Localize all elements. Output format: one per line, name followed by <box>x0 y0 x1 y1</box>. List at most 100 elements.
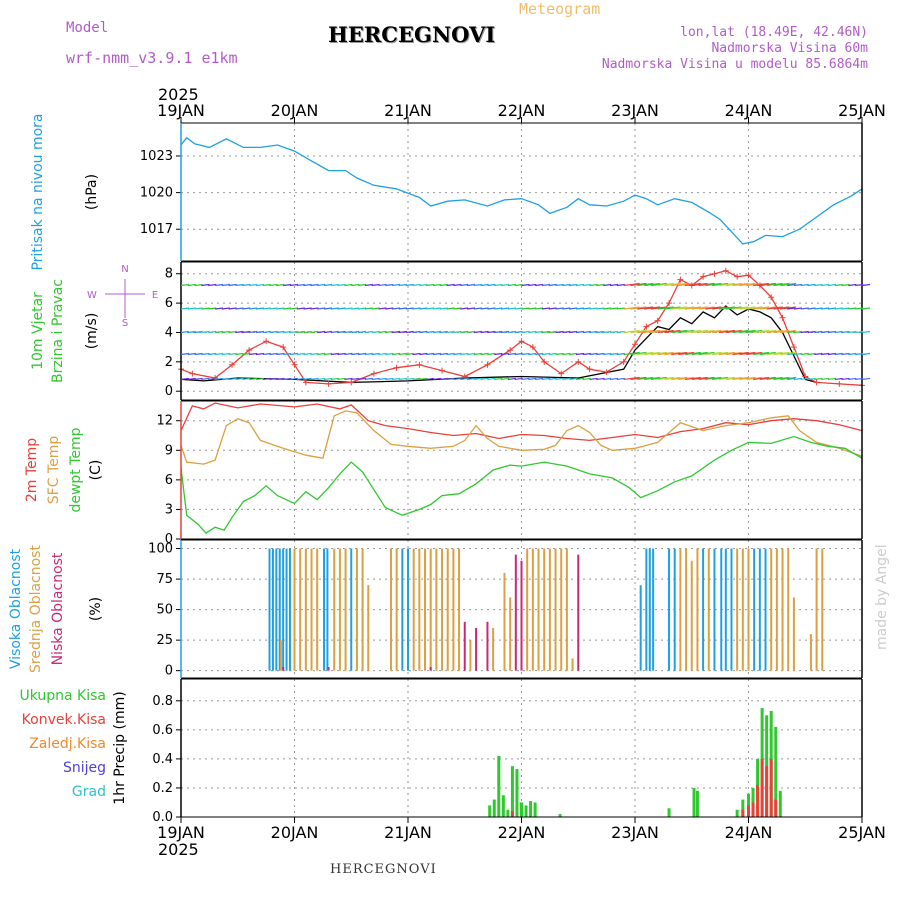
wind-arrow <box>242 307 251 310</box>
gust-marker <box>291 361 298 368</box>
wind-arrow <box>684 351 702 356</box>
bar <box>690 560 693 671</box>
wind-arrow <box>194 307 203 310</box>
bar <box>560 548 563 671</box>
wind-arrow <box>821 377 830 381</box>
gust-marker <box>370 370 377 377</box>
bar <box>571 658 574 671</box>
wind-arrow <box>698 282 715 287</box>
wind-arrow <box>657 376 674 381</box>
wind-arrow <box>255 330 264 334</box>
wind-arrow <box>562 283 571 287</box>
wind-arrow <box>371 283 380 287</box>
wind-arrow <box>732 376 749 381</box>
bar <box>488 805 492 817</box>
wind-arrow <box>187 352 196 356</box>
wind-arrow <box>712 329 729 334</box>
bar <box>285 548 288 671</box>
bar <box>333 548 336 671</box>
wind-arrow <box>378 307 387 310</box>
wind-arrow <box>759 351 776 356</box>
wind-arrow <box>766 329 783 334</box>
wind-arrow <box>317 307 326 310</box>
wind-arrow <box>569 283 578 287</box>
bar <box>429 667 432 671</box>
wind-arrow <box>746 282 763 287</box>
wind-arrow <box>385 352 394 356</box>
gust-marker <box>393 364 400 371</box>
wind-arrow <box>323 330 333 334</box>
wind-arrow <box>616 352 625 356</box>
y-tick-label: 0 <box>165 532 173 547</box>
wind-arrow <box>255 283 264 287</box>
wind-arrow <box>344 307 353 310</box>
wind-arrow <box>596 330 605 334</box>
bar <box>520 560 523 671</box>
wind-arrow <box>323 377 333 381</box>
wind-arrow <box>766 376 783 381</box>
wind-arrow <box>582 377 591 381</box>
gust-marker <box>632 341 638 348</box>
wind-arrow <box>521 307 530 310</box>
bar <box>747 805 750 817</box>
wind-arrow <box>262 352 271 356</box>
wind-arrow <box>623 329 640 334</box>
bar <box>774 726 778 817</box>
wind-arrow <box>507 330 516 334</box>
ylabel-temp-2: dewpt Temp <box>68 427 84 512</box>
y-tick-label: 50 <box>156 603 173 618</box>
bar <box>741 799 745 817</box>
bar <box>645 548 648 671</box>
wind-arrow <box>630 306 647 310</box>
bar <box>720 548 723 671</box>
wind-arrow <box>732 306 749 310</box>
wind-arrow <box>432 377 442 381</box>
bar <box>275 548 278 671</box>
wind-arrow <box>500 283 510 287</box>
wind-arrow <box>419 330 428 334</box>
wind-arrow <box>575 330 585 334</box>
wind-arrow <box>630 376 647 381</box>
bar <box>736 548 739 671</box>
wind-arrow <box>718 282 736 287</box>
wind-arrow <box>684 329 702 334</box>
gust-marker <box>813 379 820 386</box>
wind-arrow <box>650 306 667 310</box>
wind-arrow <box>644 306 661 310</box>
wind-arrow <box>821 330 830 334</box>
wind-arrow <box>235 352 244 356</box>
wind-arrow <box>834 283 843 287</box>
wind-arrow <box>214 330 224 334</box>
wind-arrow <box>337 377 346 381</box>
wind-arrow <box>541 377 551 381</box>
bar <box>355 548 358 671</box>
bar <box>765 766 769 817</box>
wind-arrow <box>684 282 702 287</box>
y-tick-label: 0.0 <box>152 810 173 825</box>
wind-arrow <box>432 307 442 310</box>
gust-marker <box>768 294 775 301</box>
gust-marker <box>484 361 491 368</box>
bar <box>815 548 818 671</box>
wind-arrow <box>466 330 476 334</box>
wind-arrow <box>535 307 544 310</box>
gust-marker <box>700 273 707 280</box>
bar <box>702 548 705 671</box>
wind-arrow <box>848 377 857 381</box>
bar <box>515 769 519 817</box>
bar <box>787 548 790 671</box>
wind-arrow <box>650 351 667 356</box>
bar <box>510 766 514 817</box>
wind-arrow <box>214 377 224 381</box>
wind-arrow <box>460 377 469 381</box>
y-tick-label: 9 <box>165 443 173 458</box>
wind-arrow <box>793 330 802 334</box>
panel-pressure: 1017 1020 1023 Pritisak na nivou mora (hPa) <box>30 113 863 271</box>
wind-arrow <box>596 307 605 310</box>
wind-arrow <box>800 307 809 310</box>
lonlat-text: lon,lat (18.49E, 42.46N) <box>680 25 868 40</box>
wind-arrow <box>787 307 796 310</box>
wind-arrow <box>235 377 244 381</box>
wind-arrow <box>609 352 619 356</box>
